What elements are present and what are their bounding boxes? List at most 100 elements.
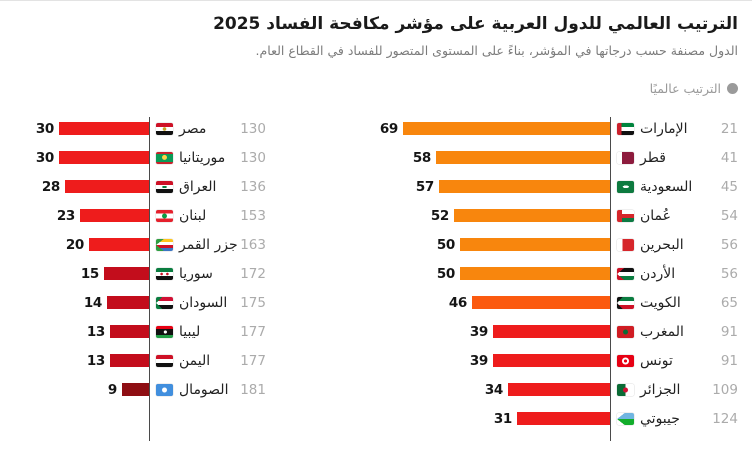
- score-value: 14: [83, 294, 102, 311]
- country-name: جزر القمر: [179, 236, 238, 253]
- score-bar: [508, 383, 610, 397]
- global-rank: 130: [240, 149, 266, 166]
- score-bar: [493, 325, 610, 339]
- country-row: 28 العراق 136: [14, 172, 266, 201]
- country-cell: السودان: [149, 294, 228, 311]
- global-rank: 56: [720, 265, 738, 282]
- global-rank: 91: [720, 323, 738, 340]
- bar-area: 46: [378, 295, 610, 311]
- country-cell: جيبوتي: [610, 411, 698, 427]
- country-name: سوريا: [179, 265, 213, 282]
- country-name: العراق: [179, 178, 217, 195]
- score-bar: [460, 238, 610, 252]
- country-name: الإمارات: [640, 120, 688, 137]
- bar-area: 23: [14, 208, 149, 224]
- score-bar: [59, 151, 149, 165]
- global-rank: 172: [240, 265, 266, 282]
- page-title: الترتيب العالمي للدول العربية على مؤشر م…: [213, 14, 738, 34]
- country-cell: السعودية: [610, 179, 698, 195]
- score-value: 30: [35, 149, 54, 166]
- flag-uae-icon: [617, 122, 634, 135]
- country-row: 31 جيبوتي 124: [378, 404, 738, 433]
- bar-area: 52: [378, 208, 610, 224]
- flag-bahrain-icon: [617, 238, 634, 251]
- country-row: 13 ليبيا 177: [14, 317, 266, 346]
- score-value: 50: [436, 265, 455, 282]
- bar-area: 58: [378, 150, 610, 166]
- country-row: 39 تونس 91: [378, 346, 738, 375]
- country-row: 15 سوريا 172: [14, 259, 266, 288]
- global-rank: 177: [240, 352, 266, 369]
- score-value: 50: [436, 236, 455, 253]
- country-cell: الأردن: [610, 266, 698, 282]
- country-row: 58 قطر 41: [378, 143, 738, 172]
- bar-column-left: 30 مصر 130 30 موريتانيا 130 28 العراق 136 23 لبنان…: [14, 114, 266, 442]
- score-bar: [104, 267, 149, 281]
- bar-area: 30: [14, 121, 149, 137]
- score-bar: [472, 296, 610, 310]
- global-rank: 181: [240, 381, 266, 398]
- flag-sudan-icon: [156, 296, 173, 309]
- country-name: قطر: [640, 149, 666, 166]
- country-name: الصومال: [179, 381, 229, 398]
- country-name: موريتانيا: [179, 149, 226, 166]
- score-bar: [436, 151, 610, 165]
- country-row: 20 جزر القمر 163: [14, 230, 266, 259]
- score-value: 39: [469, 323, 488, 340]
- global-rank: 56: [720, 236, 738, 253]
- country-cell: الإمارات: [610, 121, 698, 137]
- score-value: 57: [415, 178, 434, 195]
- score-value: 46: [448, 294, 467, 311]
- bar-area: 28: [14, 179, 149, 195]
- score-bar: [110, 354, 149, 368]
- country-row: 57 السعودية 45: [378, 172, 738, 201]
- bar-area: 39: [378, 324, 610, 340]
- country-cell: الكويت: [610, 295, 698, 311]
- bar-area: 50: [378, 266, 610, 282]
- score-value: 39: [469, 352, 488, 369]
- flag-morocco-icon: [617, 325, 634, 338]
- bar-area: 57: [378, 179, 610, 195]
- score-value: 34: [484, 381, 503, 398]
- bar-area: 13: [14, 353, 149, 369]
- score-value: 58: [412, 149, 431, 166]
- country-row: 39 المغرب 91: [378, 317, 738, 346]
- country-name: مصر: [179, 120, 207, 137]
- country-row: 50 البحرين 56: [378, 230, 738, 259]
- flag-somalia-icon: [156, 383, 173, 396]
- country-cell: اليمن: [149, 353, 226, 369]
- score-value: 30: [35, 120, 54, 137]
- flag-iraq-icon: [156, 180, 173, 193]
- score-value: 52: [430, 207, 449, 224]
- global-rank: 175: [240, 294, 266, 311]
- country-name: السودان: [179, 294, 228, 311]
- legend-dot-icon: [727, 83, 738, 95]
- bar-area: 30: [14, 150, 149, 166]
- country-cell: قطر: [610, 150, 698, 166]
- axis-line: [149, 117, 150, 442]
- flag-syria-icon: [156, 267, 173, 280]
- flag-yemen-icon: [156, 354, 173, 367]
- bar-area: 13: [14, 324, 149, 340]
- flag-egypt-icon: [156, 122, 173, 135]
- country-name: تونس: [640, 352, 673, 369]
- flag-comoros-icon: [156, 238, 173, 251]
- score-value: 15: [80, 265, 99, 282]
- bar-area: 50: [378, 237, 610, 253]
- score-value: 31: [493, 410, 512, 427]
- global-rank: 21: [720, 120, 738, 137]
- score-bar: [80, 209, 149, 223]
- country-row: 69 الإمارات 21: [378, 114, 738, 143]
- bar-area: 15: [14, 266, 149, 282]
- bar-area: 9: [14, 382, 149, 398]
- country-name: الجزائر: [640, 381, 681, 398]
- score-bar: [454, 209, 610, 223]
- country-cell: تونس: [610, 353, 698, 369]
- flag-djibouti-icon: [617, 412, 634, 425]
- country-row: 46 الكويت 65: [378, 288, 738, 317]
- country-name: السعودية: [640, 178, 693, 195]
- score-bar: [122, 383, 149, 397]
- bar-area: 20: [14, 237, 149, 253]
- flag-kuwait-icon: [617, 296, 634, 309]
